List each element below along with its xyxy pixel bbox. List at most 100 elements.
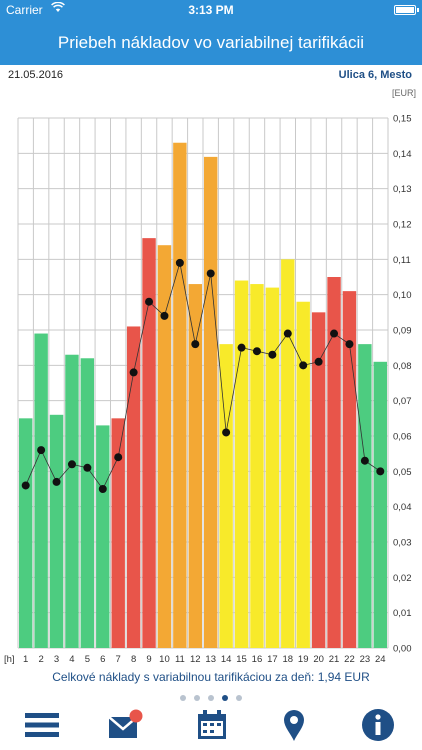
title-bar: Priebeh nákladov vo variabilnej tarifiká… — [0, 20, 422, 65]
y-tick-label: 0,06 — [393, 432, 412, 443]
tab-calendar[interactable] — [182, 700, 242, 750]
x-tick-label: 19 — [298, 654, 309, 665]
tab-bar — [0, 700, 422, 750]
y-tick-label: 0,13 — [393, 184, 412, 195]
tab-info[interactable] — [348, 700, 408, 750]
x-tick-label: 23 — [360, 654, 371, 665]
place-label: Ulica 6, Mesto — [338, 69, 412, 81]
line-point-hour-19 — [299, 361, 308, 370]
x-tick-label: 22 — [344, 654, 355, 665]
unit-label: [EUR] — [391, 88, 416, 98]
bar-hour-10 — [157, 245, 172, 648]
x-tick-label: 16 — [252, 654, 263, 665]
tab-location[interactable] — [264, 700, 324, 750]
bar-hour-3 — [49, 414, 64, 648]
x-tick-label: 10 — [159, 654, 170, 665]
bar-hour-16 — [250, 284, 264, 648]
x-tick-label: 5 — [85, 654, 90, 665]
x-tick-label: 7 — [116, 654, 121, 665]
line-point-hour-13 — [206, 269, 215, 278]
y-tick-label: 0,11 — [393, 255, 411, 266]
x-tick-label: 6 — [100, 654, 105, 665]
line-point-hour-3 — [52, 477, 61, 486]
x-tick-label: 14 — [221, 654, 232, 665]
line-point-hour-5 — [83, 463, 92, 472]
page-indicator[interactable] — [0, 688, 422, 706]
y-tick-label: 0,12 — [393, 220, 412, 231]
y-tick-label: 0,14 — [393, 149, 412, 160]
calendar-icon — [198, 710, 226, 739]
x-tick-label: 3 — [54, 654, 59, 665]
mail-icon — [108, 709, 143, 738]
y-tick-label: 0,05 — [393, 467, 412, 478]
line-point-hour-22 — [345, 340, 354, 349]
line-point-hour-24 — [376, 467, 385, 476]
bar-hour-17 — [265, 287, 280, 648]
y-tick-label: 0,15 — [393, 114, 412, 125]
line-point-hour-18 — [283, 329, 292, 338]
page-dot[interactable] — [236, 695, 242, 701]
notification-badge — [129, 709, 143, 723]
x-tick-label: 13 — [205, 654, 216, 665]
page-dot[interactable] — [208, 695, 214, 701]
line-point-hour-21 — [330, 329, 339, 338]
bar-hour-7 — [111, 418, 125, 648]
page-dot[interactable] — [180, 695, 186, 701]
bar-hour-11 — [173, 142, 187, 648]
y-tick-label: 0,00 — [393, 644, 412, 655]
bar-hour-24 — [373, 361, 387, 648]
bar-hour-2 — [34, 333, 48, 648]
bar-hour-12 — [188, 284, 202, 648]
bar-hour-13 — [204, 156, 218, 648]
carrier-label: Carrier — [6, 3, 43, 17]
bar-hour-18 — [281, 259, 295, 648]
bar-hour-5 — [80, 358, 95, 648]
x-unit-label: [h] — [4, 654, 15, 665]
line-point-hour-10 — [160, 311, 169, 320]
bar-hour-1 — [19, 418, 33, 648]
battery-icon — [394, 5, 419, 15]
line-point-hour-12 — [191, 340, 200, 349]
line-point-hour-17 — [268, 350, 277, 359]
cost-chart: 0,00 0,01 0,02 0,03 0,04 0,05 0,06 0,07 0,08 0,09… — [4, 114, 412, 666]
line-point-hour-1 — [21, 481, 30, 490]
line-point-hour-4 — [67, 460, 76, 469]
bar-hour-20 — [311, 312, 326, 648]
line-point-hour-14 — [222, 428, 231, 437]
x-tick-label: 9 — [146, 654, 151, 665]
bar-hour-21 — [327, 277, 341, 648]
location-pin-icon — [284, 710, 304, 741]
x-tick-label: 12 — [190, 654, 201, 665]
line-point-hour-2 — [37, 446, 46, 455]
x-tick-label: 21 — [329, 654, 340, 665]
menu-icon — [25, 713, 59, 737]
y-tick-label: 0,04 — [393, 502, 412, 513]
y-tick-label: 0,10 — [393, 290, 412, 301]
status-time: 3:13 PM — [188, 3, 234, 17]
page-dot[interactable] — [222, 695, 228, 701]
x-tick-label: 4 — [69, 654, 74, 665]
bar-hour-9 — [142, 238, 156, 648]
bar-hour-15 — [234, 280, 249, 648]
date-label: 21.05.2016 — [8, 69, 64, 81]
x-tick-label: 15 — [236, 654, 247, 665]
y-tick-label: 0,01 — [393, 608, 412, 619]
bar-hour-22 — [342, 291, 357, 648]
page-title: Priebeh nákladov vo variabilnej tarifiká… — [57, 33, 365, 52]
x-tick-label: 11 — [175, 654, 185, 665]
line-point-hour-8 — [129, 368, 138, 377]
line-point-hour-23 — [360, 456, 369, 465]
x-tick-label: 24 — [375, 654, 386, 665]
x-tick-label: 1 — [23, 654, 28, 665]
tab-menu[interactable] — [12, 700, 72, 750]
line-point-hour-9 — [145, 297, 154, 306]
y-tick-label: 0,02 — [393, 573, 412, 584]
x-tick-label: 20 — [313, 654, 324, 665]
x-tick-label: 18 — [283, 654, 294, 665]
y-tick-label: 0,03 — [393, 538, 412, 549]
line-point-hour-7 — [114, 453, 123, 462]
tab-messages[interactable] — [96, 700, 156, 750]
y-tick-label: 0,08 — [393, 361, 412, 372]
line-point-hour-16 — [252, 347, 261, 356]
page-dot[interactable] — [194, 695, 200, 701]
